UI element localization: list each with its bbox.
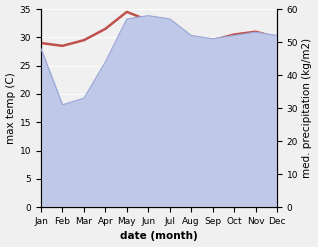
Y-axis label: med. precipitation (kg/m2): med. precipitation (kg/m2): [302, 38, 313, 178]
X-axis label: date (month): date (month): [120, 231, 198, 242]
Y-axis label: max temp (C): max temp (C): [5, 72, 16, 144]
